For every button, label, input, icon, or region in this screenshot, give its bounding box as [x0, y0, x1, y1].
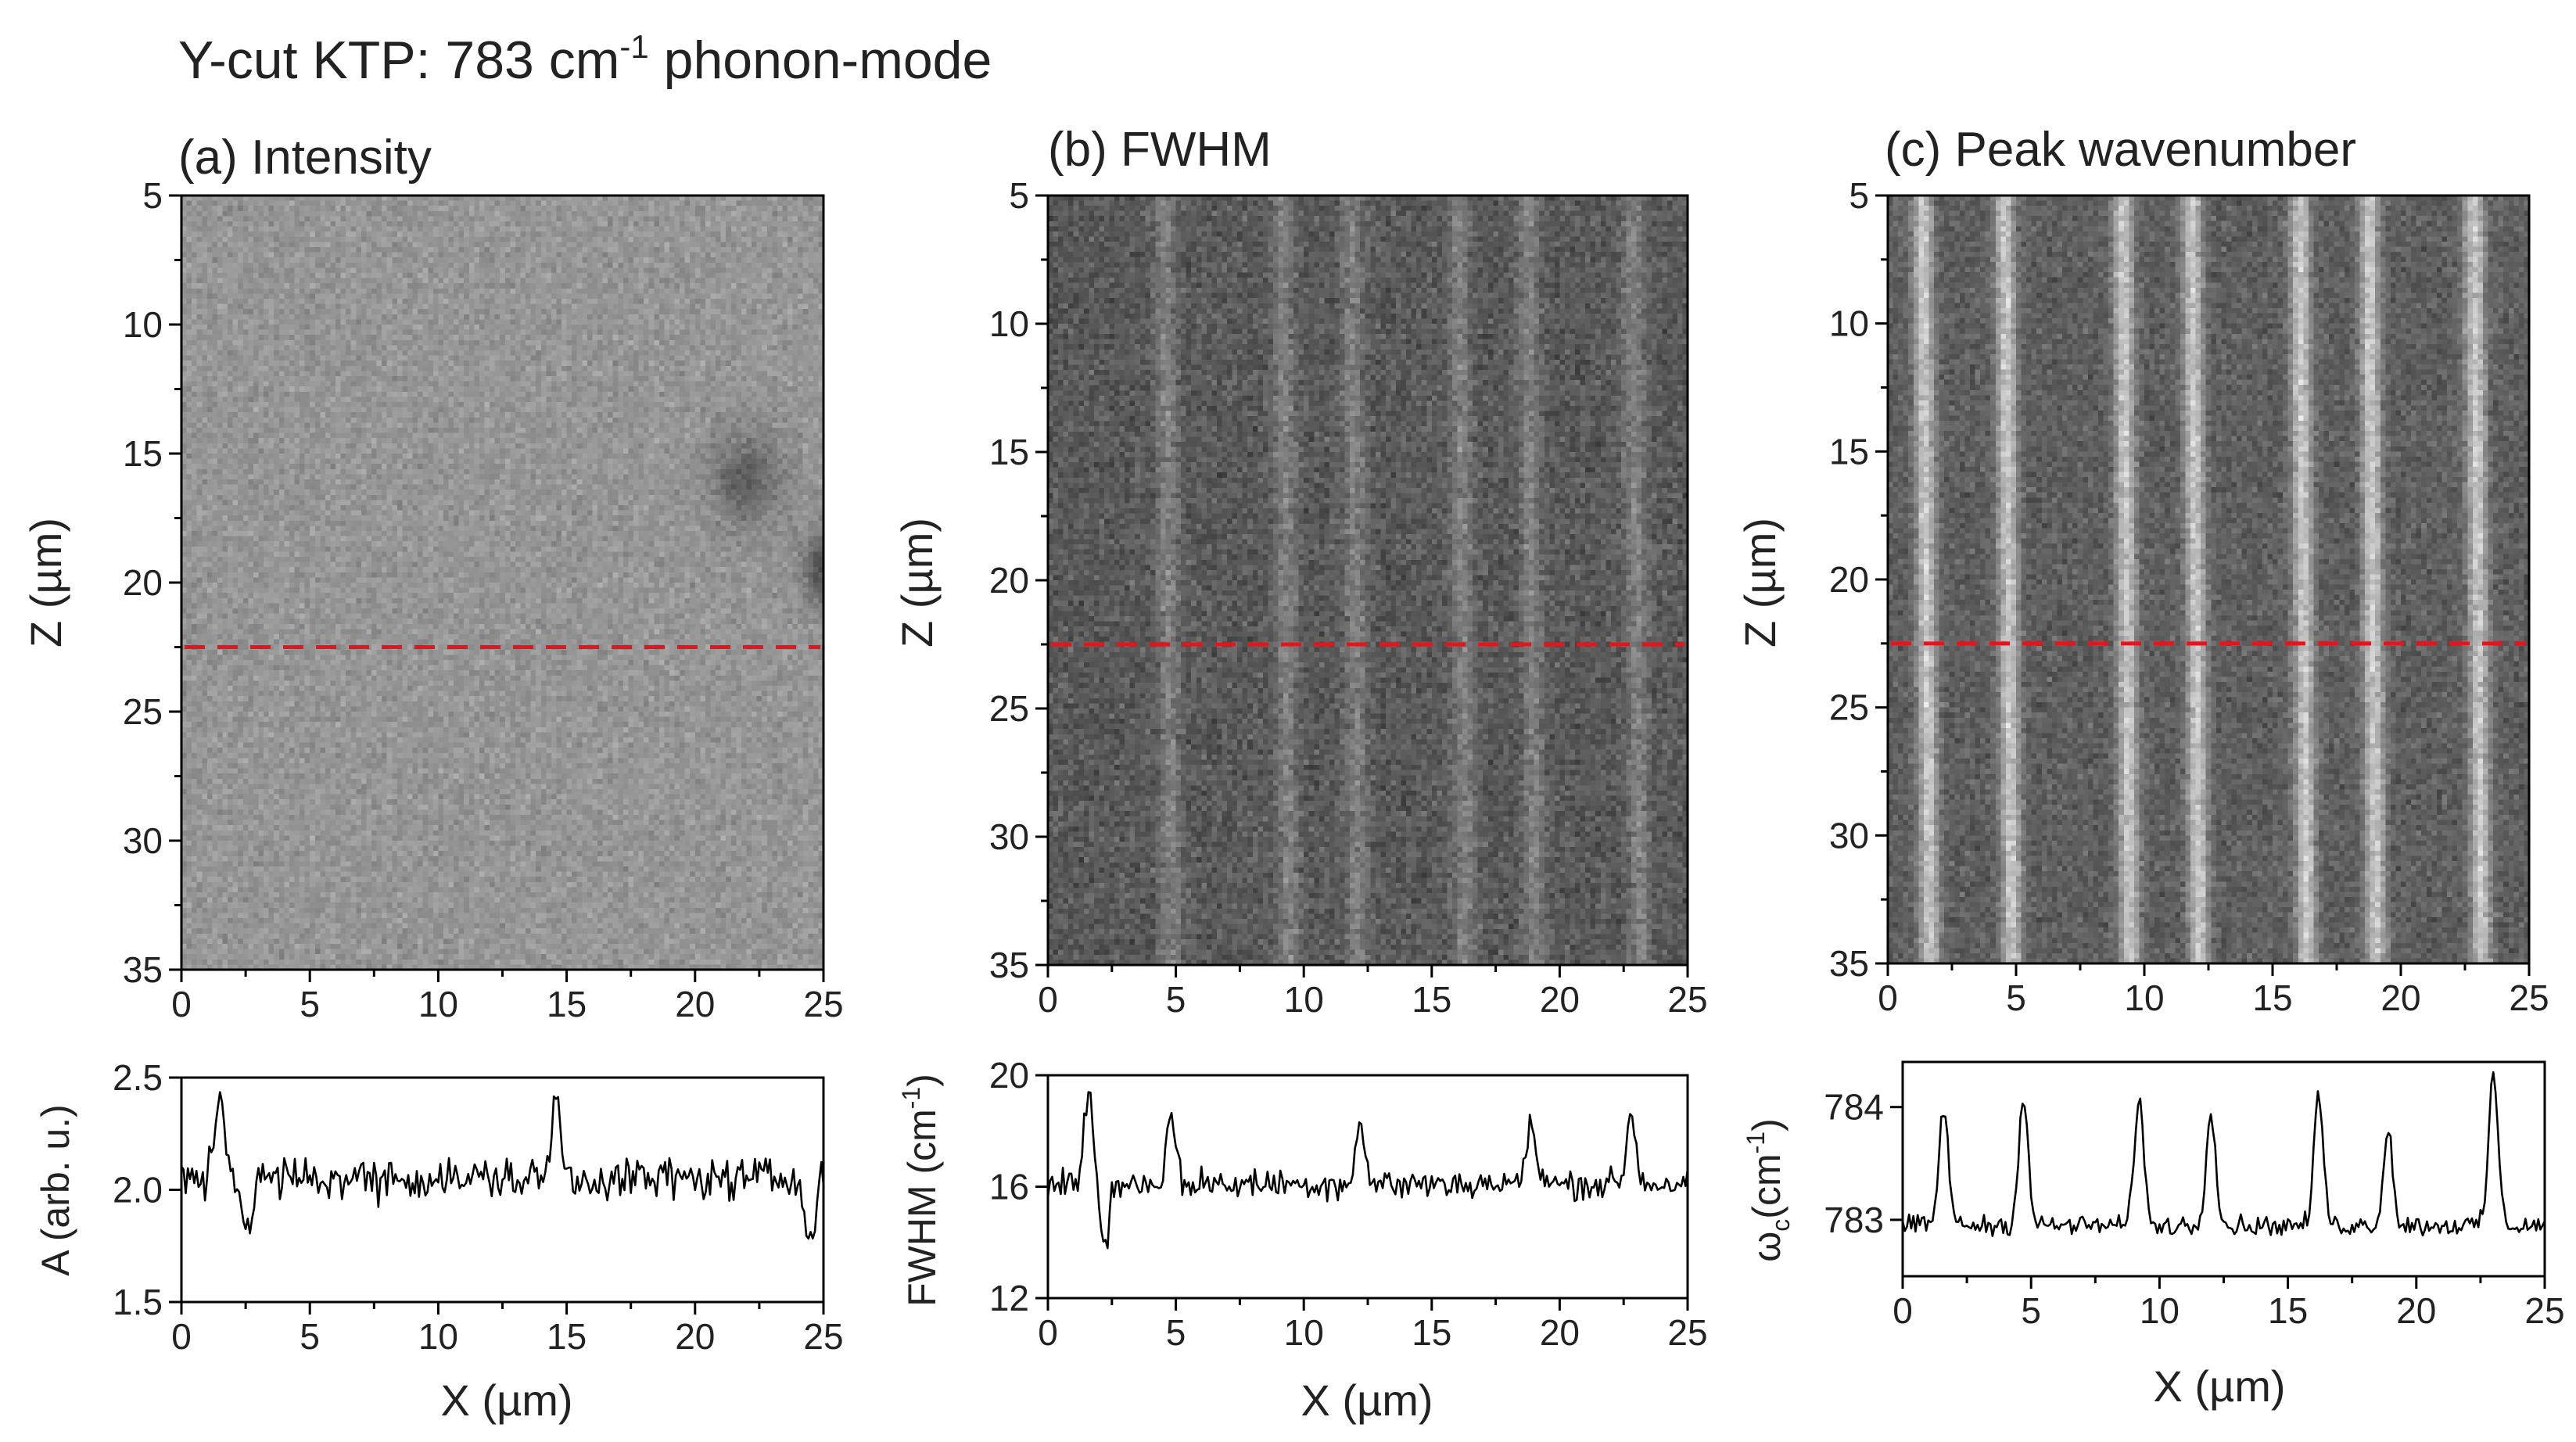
x-tick-label: 20	[1540, 979, 1580, 1020]
x-tick-label: 15	[547, 1316, 587, 1357]
x-tick-label: 20	[1540, 1312, 1580, 1353]
x-tick-label: 25	[2524, 1290, 2564, 1331]
y-tick-label: 20	[989, 1055, 1029, 1096]
x-tick-label: 10	[418, 1316, 458, 1357]
y-tick-label: 1.5	[113, 1282, 163, 1322]
y-tick-label: 15	[123, 433, 163, 474]
profile-a-ylabel: A (arb. u.)	[34, 1104, 77, 1276]
panel-b-title: (b) FWHM	[1048, 123, 1272, 177]
x-tick-label: 15	[1412, 1312, 1451, 1353]
y-tick-label: 5	[1009, 175, 1029, 216]
y-tick-label: 30	[123, 820, 163, 861]
x-tick-label: 5	[300, 1316, 320, 1357]
map-b-ylabel: Z (µm)	[892, 518, 942, 647]
x-tick-label: 5	[2021, 1290, 2041, 1331]
x-tick-label: 0	[171, 984, 192, 1024]
x-tick-label: 5	[1166, 979, 1186, 1020]
x-tick-label: 25	[803, 984, 843, 1024]
figure-title: Y-cut KTP: 783 cm-1 phonon-mode	[178, 28, 992, 90]
heatmap-image	[1888, 195, 2529, 963]
heatmap-image	[181, 195, 823, 970]
peak-wavenumber-map: 0 5 10 15 20 25 5 10 15 20 25 30 35	[1829, 175, 2549, 1018]
y-tick-label: 20	[989, 560, 1029, 601]
x-tick-label: 15	[547, 984, 587, 1024]
x-tick-label: 15	[2252, 977, 2292, 1018]
y-tick-label: 10	[1829, 303, 1869, 344]
x-tick-label: 20	[2380, 977, 2420, 1018]
x-tick-label: 10	[1284, 979, 1324, 1020]
panel-c-title: (c) Peak wavenumber	[1885, 123, 2356, 177]
x-tick-label: 25	[803, 1316, 843, 1357]
x-tick-label: 5	[1166, 1312, 1186, 1353]
y-tick-label: 35	[989, 945, 1029, 985]
intensity-map: 0 5 10 15 20 25 5 10 15 20 25 30 35	[123, 175, 844, 1024]
y-tick-label: 5	[142, 175, 163, 216]
y-tick-label: 30	[989, 816, 1029, 857]
x-tick-label: 0	[1038, 979, 1058, 1020]
panel-a-title: (a) Intensity	[178, 131, 432, 185]
x-tick-label: 25	[2509, 977, 2549, 1018]
x-tick-label: 10	[418, 984, 458, 1024]
x-tick-label: 0	[171, 1316, 192, 1357]
x-tick-label: 0	[1038, 1312, 1058, 1353]
y-tick-label: 783	[1824, 1200, 1884, 1240]
heatmap-image	[1048, 195, 1688, 965]
x-tick-label: 20	[2396, 1290, 2436, 1331]
y-tick-label: 2.5	[113, 1057, 163, 1098]
x-tick-label: 20	[675, 1316, 715, 1357]
profile-b-xlabel: X (µm)	[1301, 1376, 1433, 1425]
y-tick-label: 20	[1829, 559, 1869, 600]
y-tick-label: 30	[1829, 815, 1869, 856]
profile-c-ylabel: ωc(cm-1)	[1742, 1118, 1795, 1261]
x-tick-label: 10	[2140, 1290, 2180, 1331]
y-tick-label: 10	[989, 303, 1029, 344]
y-tick-label: 10	[123, 304, 163, 345]
profile-line-omega_c	[1901, 1071, 2546, 1237]
y-tick-label: 25	[1829, 687, 1869, 728]
x-tick-label: 25	[1667, 1312, 1707, 1353]
x-tick-label: 10	[1284, 1312, 1324, 1353]
x-tick-label: 10	[2124, 977, 2164, 1018]
x-tick-label: 0	[1878, 977, 1898, 1018]
x-tick-label: 5	[300, 984, 320, 1024]
map-a-ylabel: Z (µm)	[21, 518, 70, 647]
y-tick-label: 16	[989, 1167, 1029, 1207]
fwhm-map: 0 5 10 15 20 25 5 10 15 20 25 30 35	[989, 175, 1708, 1020]
map-c-ylabel: Z (µm)	[1735, 518, 1785, 647]
profile-a-xlabel: X (µm)	[440, 1376, 572, 1425]
profile-b-ylabel: FWHM (cm-1)	[897, 1074, 944, 1307]
y-tick-label: 35	[1829, 943, 1869, 984]
y-tick-label: 2.0	[113, 1170, 163, 1211]
profile-c-xlabel: X (µm)	[2153, 1361, 2285, 1411]
y-tick-label: 784	[1824, 1087, 1884, 1128]
y-tick-label: 35	[123, 949, 163, 990]
y-tick-label: 15	[989, 432, 1029, 472]
x-tick-label: 5	[2006, 977, 2026, 1018]
y-tick-label: 5	[1849, 175, 1869, 216]
y-tick-label: 12	[989, 1278, 1029, 1318]
profile-line-FWHM	[1046, 1091, 1689, 1250]
peak-wavenumber-profile-plot: 0 5 10 15 20 25 783 784	[1824, 1060, 2565, 1331]
intensity-profile-plot: 0 5 10 15 20 25 1.5 2.0 2.5	[113, 1057, 844, 1357]
x-tick-label: 15	[2268, 1290, 2308, 1331]
x-tick-label: 0	[1893, 1290, 1913, 1331]
y-tick-label: 25	[989, 688, 1029, 729]
x-tick-label: 15	[1412, 979, 1451, 1020]
y-tick-label: 25	[123, 691, 163, 732]
y-tick-label: 15	[1829, 431, 1869, 472]
x-tick-label: 20	[675, 984, 715, 1024]
profile-line-A	[180, 1091, 825, 1240]
y-tick-label: 20	[123, 562, 163, 603]
x-tick-label: 25	[1667, 979, 1707, 1020]
fwhm-profile-plot: 0 5 10 15 20 25 12 16 20	[989, 1055, 1708, 1353]
